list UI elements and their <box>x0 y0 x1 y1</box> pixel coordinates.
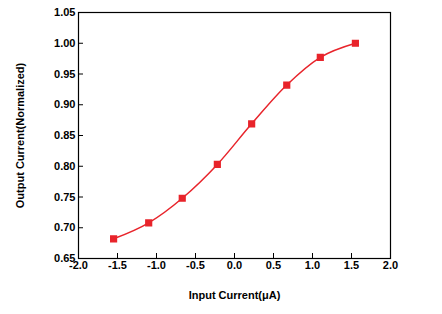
svg-text:-0.5: -0.5 <box>186 259 205 271</box>
svg-text:0.70: 0.70 <box>54 221 75 233</box>
svg-text:0.75: 0.75 <box>54 191 75 203</box>
svg-text:1.00: 1.00 <box>54 37 75 49</box>
svg-text:0.80: 0.80 <box>54 160 75 172</box>
svg-text:1.5: 1.5 <box>344 259 359 271</box>
svg-text:0.85: 0.85 <box>54 129 75 141</box>
svg-text:Output Current(Normalized): Output Current(Normalized) <box>14 62 26 208</box>
svg-text:0.95: 0.95 <box>54 68 75 80</box>
svg-text:0.90: 0.90 <box>54 98 75 110</box>
svg-text:0.0: 0.0 <box>227 259 242 271</box>
svg-text:0.5: 0.5 <box>266 259 281 271</box>
svg-text:1.0: 1.0 <box>305 259 320 271</box>
svg-text:Input Current(μA): Input Current(μA) <box>189 289 281 301</box>
svg-text:2.0: 2.0 <box>383 259 398 271</box>
svg-text:-1.5: -1.5 <box>108 259 127 271</box>
svg-text:-1.0: -1.0 <box>147 259 166 271</box>
svg-text:0.65: 0.65 <box>54 252 75 264</box>
svg-text:1.05: 1.05 <box>54 6 75 18</box>
svg-text:-2.0: -2.0 <box>69 259 88 272</box>
